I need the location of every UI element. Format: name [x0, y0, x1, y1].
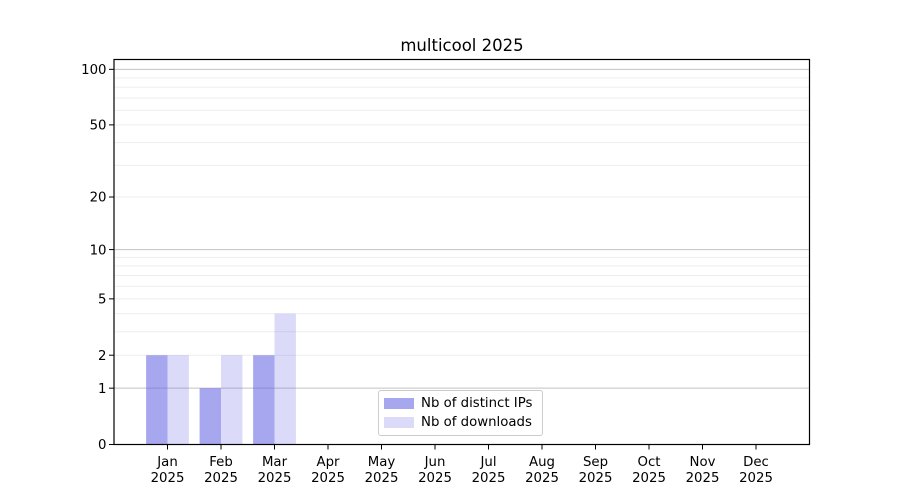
x-tick-label-year: 2025 — [686, 471, 720, 486]
legend-swatch-downloads — [384, 417, 414, 428]
x-tick-label-year: 2025 — [258, 471, 292, 486]
y-tick-label: 50 — [90, 119, 107, 134]
x-tick-label-year: 2025 — [365, 471, 399, 486]
x-tick-label-month: Nov — [690, 455, 716, 470]
x-tick-label-month: Jun — [424, 455, 446, 470]
bar-nb-of-distinct-ips — [253, 355, 275, 445]
y-tick-label: 5 — [98, 293, 106, 308]
x-tick-label-year: 2025 — [418, 471, 452, 486]
legend-swatch-distinct-ips — [384, 398, 414, 409]
y-tick-label: 100 — [81, 63, 106, 78]
x-tick-label-year: 2025 — [525, 471, 559, 486]
y-tick-label: 10 — [90, 243, 107, 258]
axes-spines — [113, 58, 811, 446]
x-tick-label-month: Jan — [156, 455, 178, 470]
legend-item-distinct-ips: Nb of distinct IPs — [384, 395, 542, 411]
bar-nb-of-distinct-ips — [199, 388, 221, 445]
y-tick-label: 0 — [98, 438, 106, 453]
x-tick-label-year: 2025 — [739, 471, 773, 486]
x-tick-label-year: 2025 — [472, 471, 506, 486]
legend-label-downloads: Nb of downloads — [421, 414, 532, 430]
x-tick-label-year: 2025 — [579, 471, 613, 486]
x-tick-label-month: Dec — [743, 455, 769, 470]
y-tick-label: 20 — [90, 191, 107, 206]
legend-label-distinct-ips: Nb of distinct IPs — [421, 395, 533, 411]
legend: Nb of distinct IPs Nb of downloads — [378, 390, 543, 436]
y-tick-label: 2 — [98, 349, 106, 364]
x-tick-label-month: Aug — [529, 455, 555, 470]
y-tick-label: 1 — [98, 382, 106, 397]
x-tick-label-year: 2025 — [311, 471, 345, 486]
x-tick-label-month: May — [368, 455, 396, 470]
x-tick-label-year: 2025 — [632, 471, 666, 486]
bar-nb-of-distinct-ips — [146, 355, 168, 445]
chart-title: multicool 2025 — [400, 36, 524, 55]
x-tick-label-month: Mar — [262, 455, 288, 470]
x-tick-label-year: 2025 — [204, 471, 238, 486]
x-tick-label-month: Feb — [209, 455, 233, 470]
bar-nb-of-downloads — [274, 313, 296, 445]
legend-item-downloads: Nb of downloads — [384, 414, 542, 430]
bar-nb-of-downloads — [167, 355, 189, 445]
x-tick-label-month: Oct — [638, 455, 661, 470]
x-tick-label-month: Jul — [479, 455, 496, 470]
x-tick-label-month: Sep — [583, 455, 608, 470]
x-tick-label-year: 2025 — [151, 471, 185, 486]
bar-nb-of-downloads — [221, 355, 243, 445]
x-tick-label-month: Apr — [316, 455, 340, 470]
